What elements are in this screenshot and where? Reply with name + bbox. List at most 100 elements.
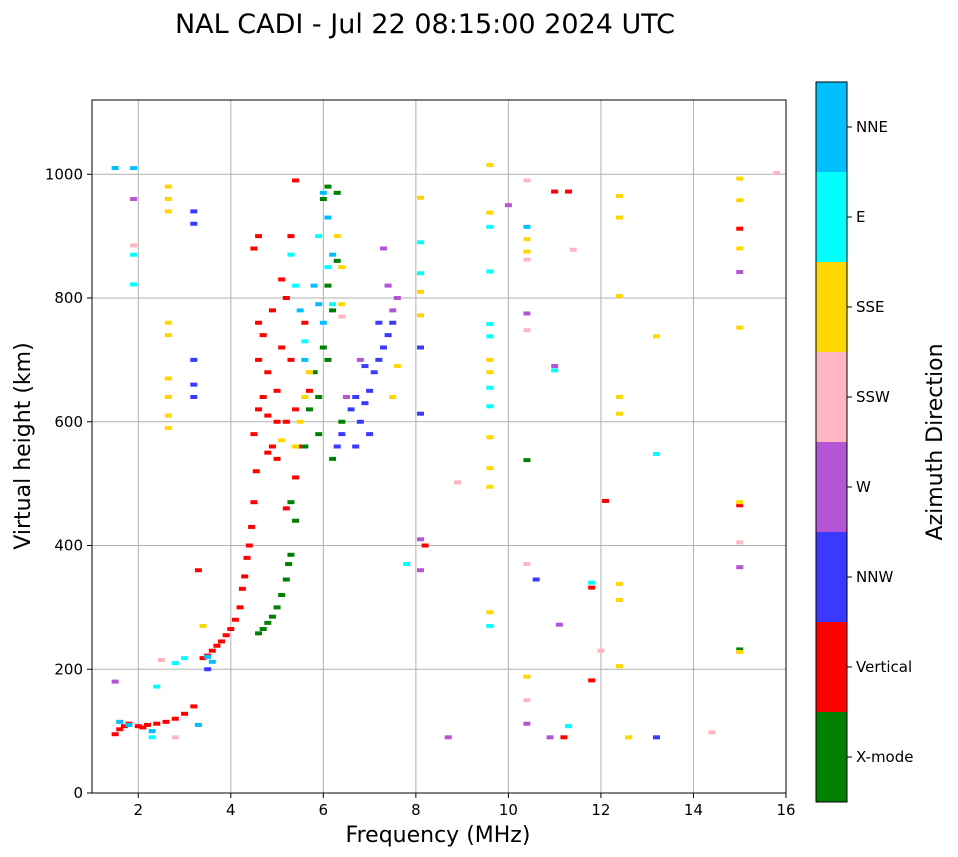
colorbar-tick-label: SSW (856, 388, 890, 406)
data-point (615, 581, 623, 586)
plot-area (92, 100, 786, 793)
data-point (301, 320, 309, 325)
data-point (264, 620, 272, 625)
colorbar-tick-label: Vertical (856, 658, 912, 676)
data-point (736, 565, 744, 570)
y-axis-label: Virtual height (km) (11, 342, 36, 549)
data-point (523, 328, 531, 333)
data-point (282, 296, 290, 300)
data-point (546, 735, 554, 740)
data-point (736, 226, 744, 231)
data-point (588, 580, 596, 585)
data-point (190, 382, 198, 387)
colorbar-tick-label: W (856, 478, 871, 496)
data-point (130, 252, 138, 257)
data-point (171, 716, 179, 721)
data-point (333, 258, 341, 263)
data-point (171, 735, 179, 740)
data-point (259, 627, 267, 632)
data-point (199, 623, 207, 628)
y-tick-label: 400 (54, 537, 83, 555)
data-point (523, 674, 531, 679)
data-point (264, 413, 272, 418)
data-point (736, 503, 744, 508)
data-point (347, 407, 355, 412)
data-point (227, 627, 235, 632)
data-point (329, 308, 337, 313)
data-point (352, 444, 360, 449)
data-point (148, 735, 156, 740)
series-w (111, 197, 744, 740)
grid-lines (92, 100, 786, 793)
data-point (268, 614, 276, 619)
y-tick-label: 1000 (45, 165, 83, 183)
data-point (208, 659, 216, 664)
data-point (523, 224, 531, 229)
data-point (278, 438, 286, 443)
data-point (736, 500, 744, 505)
data-point (218, 639, 226, 644)
data-point (236, 605, 244, 610)
data-point (305, 407, 313, 412)
data-point (602, 498, 610, 503)
data-point (486, 610, 494, 615)
data-point (292, 178, 300, 183)
data-point (416, 271, 424, 276)
data-point (144, 722, 152, 727)
data-point (486, 435, 494, 440)
series-ssw (130, 171, 781, 740)
data-point (194, 722, 202, 727)
data-point (523, 311, 531, 316)
data-point (736, 649, 744, 654)
colorbar-segment (816, 172, 847, 262)
data-point (361, 401, 369, 406)
data-point (356, 419, 364, 424)
data-point (352, 395, 360, 399)
data-point (130, 243, 138, 248)
data-point (416, 289, 424, 294)
data-point (523, 249, 531, 254)
colorbar-segment (816, 352, 847, 442)
chart-title: NAL CADI - Jul 22 08:15:00 2024 UTC (175, 9, 675, 40)
data-point (296, 444, 304, 449)
data-point (250, 246, 258, 251)
data-point (315, 234, 323, 239)
series-vertical (111, 178, 744, 740)
data-point (329, 252, 337, 257)
data-point (190, 704, 198, 709)
data-point (625, 735, 633, 740)
data-point (171, 661, 179, 666)
data-point (333, 234, 341, 239)
data-point (652, 334, 660, 339)
data-point (292, 283, 300, 288)
y-tick-label: 0 (73, 784, 83, 802)
data-point (384, 283, 392, 288)
data-point (342, 395, 350, 399)
data-point (615, 664, 623, 669)
data-point (588, 585, 596, 590)
data-point (486, 466, 494, 471)
data-point (278, 593, 286, 597)
data-point (356, 357, 364, 362)
data-point (208, 648, 216, 653)
data-point (194, 568, 202, 573)
data-point (389, 308, 397, 313)
x-tick-label: 12 (591, 801, 610, 819)
data-point (333, 444, 341, 449)
data-point (111, 679, 119, 684)
data-point (416, 195, 424, 200)
data-point (366, 432, 374, 437)
data-point (255, 234, 263, 239)
data-point (736, 176, 744, 181)
x-tick-label: 14 (684, 801, 703, 819)
data-point (255, 631, 263, 636)
data-point (329, 456, 337, 461)
data-point (615, 411, 623, 416)
data-point (250, 500, 258, 505)
data-point (333, 190, 341, 195)
data-point (301, 339, 309, 344)
data-point (393, 296, 401, 300)
data-point (532, 577, 540, 582)
data-point (164, 320, 172, 325)
